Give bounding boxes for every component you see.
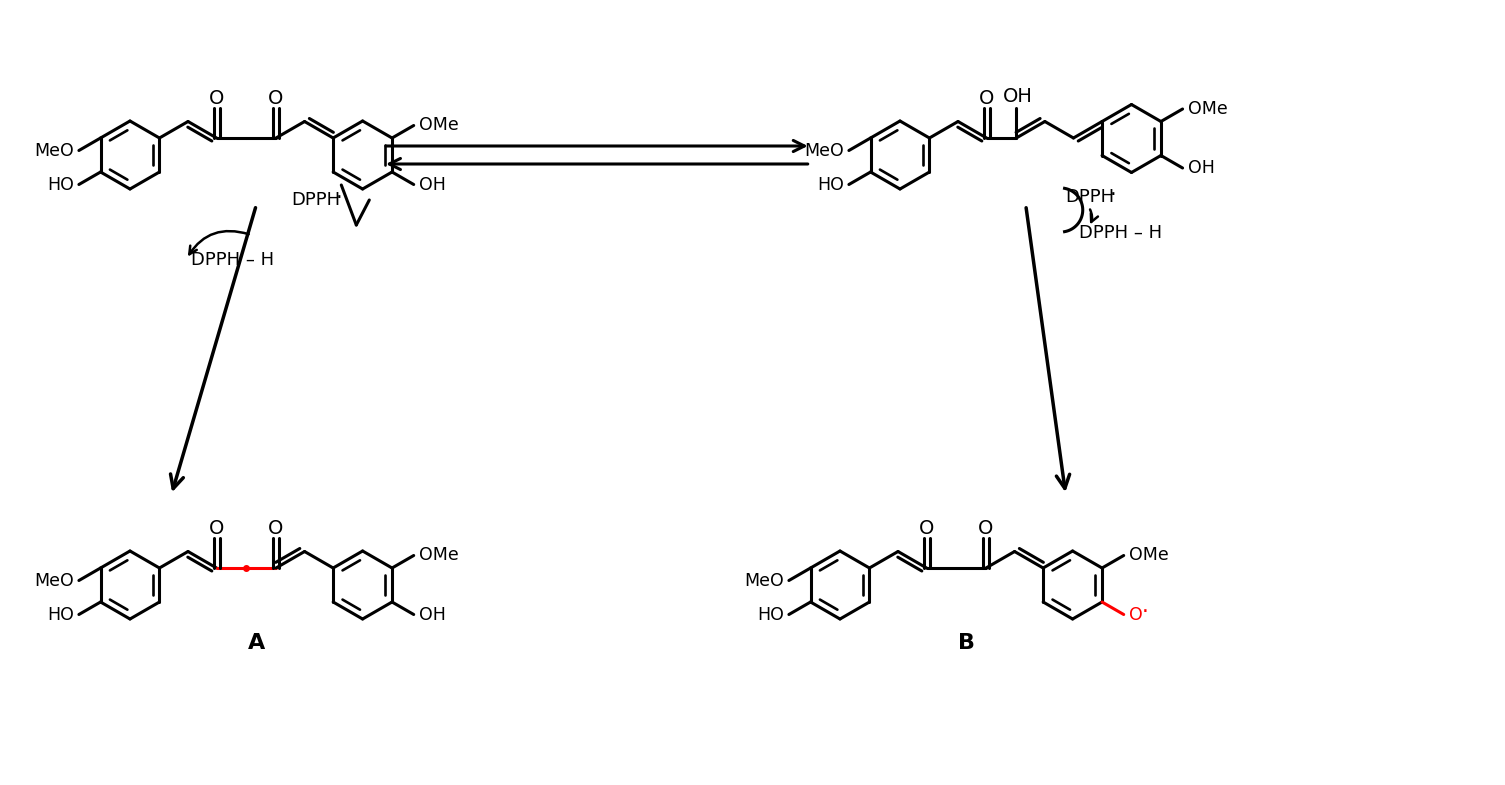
Text: OH: OH	[1004, 87, 1034, 107]
Text: OMe: OMe	[418, 546, 459, 564]
Text: OMe: OMe	[1187, 100, 1228, 118]
Text: OMe: OMe	[418, 116, 459, 134]
Text: DPPH – H: DPPH – H	[1079, 224, 1162, 242]
Text: OH: OH	[418, 176, 445, 193]
Text: O: O	[920, 519, 935, 538]
Text: HO: HO	[817, 176, 844, 193]
Text: B: B	[957, 633, 975, 653]
Text: ·: ·	[336, 188, 342, 208]
Text: A: A	[248, 633, 265, 653]
Text: DPPH – H: DPPH – H	[191, 251, 274, 269]
Text: O: O	[268, 519, 283, 538]
Text: O: O	[209, 89, 224, 108]
Text: DPPH: DPPH	[292, 191, 340, 209]
Text: OH: OH	[418, 605, 445, 623]
Text: ·: ·	[1109, 185, 1117, 205]
Text: MeO: MeO	[743, 571, 784, 590]
Text: HO: HO	[47, 605, 74, 623]
Text: HO: HO	[757, 605, 784, 623]
Text: HO: HO	[47, 176, 74, 193]
Text: ·: ·	[1142, 603, 1148, 623]
Text: O: O	[1129, 605, 1142, 623]
Text: O: O	[978, 89, 995, 108]
Text: DPPH: DPPH	[1066, 188, 1115, 206]
Text: O: O	[268, 89, 283, 108]
Text: MeO: MeO	[35, 571, 74, 590]
Text: MeO: MeO	[804, 141, 844, 159]
Text: O: O	[209, 519, 224, 538]
Text: O: O	[978, 519, 993, 538]
Text: OH: OH	[1187, 159, 1215, 177]
Text: OMe: OMe	[1129, 546, 1168, 564]
Text: MeO: MeO	[35, 141, 74, 159]
